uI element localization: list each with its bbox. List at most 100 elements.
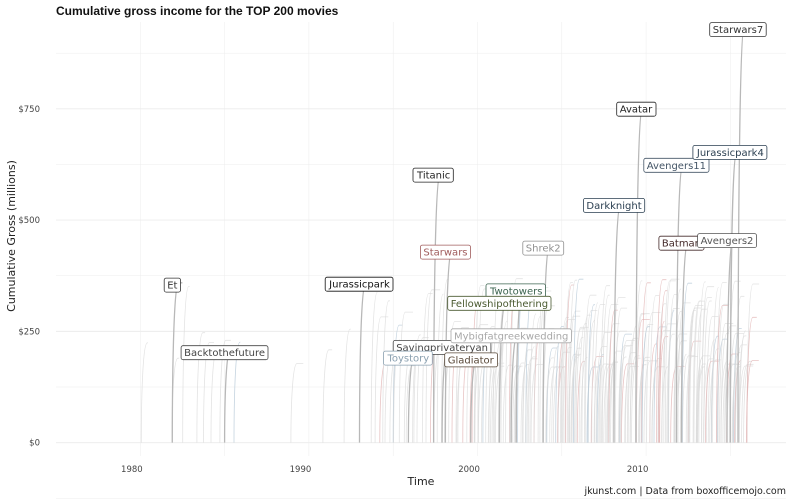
movie-line — [555, 326, 564, 443]
movie-line — [709, 359, 722, 443]
movie-line — [641, 282, 651, 443]
movie-line — [600, 285, 610, 443]
y-axis-title: Cumulative Gross (millions) — [5, 160, 18, 312]
movie-line — [526, 356, 537, 443]
label-box — [643, 157, 710, 173]
movie-line — [584, 294, 597, 443]
movie-line — [560, 317, 569, 443]
movie-line — [717, 303, 730, 443]
y-tick-label: $250 — [18, 327, 40, 337]
label-box — [697, 233, 757, 249]
movie-line — [649, 295, 660, 443]
movie-line — [590, 356, 604, 443]
movie-line — [705, 360, 719, 443]
movie-line — [712, 287, 719, 443]
label-box — [419, 244, 471, 260]
label-text: Twotowers — [489, 286, 542, 297]
y-tick-label: $500 — [18, 216, 40, 226]
movie-line — [639, 356, 650, 443]
label-text: Batman — [662, 239, 701, 250]
label-text: Starwars — [423, 248, 467, 259]
movie-line — [661, 366, 669, 443]
y-axis-ticks: $0 $250 $500 $750 — [18, 105, 40, 449]
y-tick-label: $0 — [29, 439, 40, 449]
movie-line — [290, 363, 304, 443]
label-text: Savingprivateryan — [396, 343, 488, 354]
movie-line — [565, 284, 575, 443]
movie-line — [570, 357, 579, 443]
movie-line — [425, 289, 441, 443]
label-text: Backtothefuture — [184, 348, 265, 359]
movie-line — [560, 320, 568, 443]
movie-line — [641, 326, 651, 443]
movie-line — [722, 363, 738, 443]
series-labels: Et Backtothefuture Jurassicpark Titanic Star… — [163, 22, 768, 368]
label-box — [447, 295, 552, 311]
movie-line — [698, 281, 706, 443]
grid-lines — [56, 22, 786, 499]
movie-line — [322, 349, 333, 443]
movie-line — [658, 320, 665, 443]
movie-line — [382, 300, 390, 443]
label-darkknight: Darkknight — [583, 197, 646, 213]
movie-line — [601, 363, 613, 443]
x-tick-label: 1990 — [290, 465, 312, 475]
movie-line — [653, 326, 667, 443]
movie-line — [422, 293, 433, 443]
movie-line — [739, 330, 746, 443]
y-tick-label: $750 — [18, 105, 40, 115]
movie-line — [697, 366, 705, 443]
movie-line — [716, 305, 729, 443]
label-toystory: Toystory — [383, 350, 433, 366]
movie-line — [643, 360, 658, 443]
movie-line — [693, 300, 701, 443]
movie-line — [374, 316, 389, 443]
movie-line — [343, 328, 351, 443]
label-box — [180, 345, 269, 361]
movie-line — [668, 294, 677, 443]
movie-line — [620, 340, 635, 443]
label-starwars7: Starwars7 — [709, 22, 767, 38]
x-axis-title: Time — [407, 475, 435, 488]
chart-caption: jkunst.com | Data from boxofficemojo.com — [583, 486, 786, 497]
movie-line — [578, 323, 587, 443]
movie-line — [203, 342, 214, 443]
label-shrek2: Shrek2 — [522, 240, 565, 256]
movie-line — [651, 366, 665, 443]
label-text: Mybigfatgreekwedding — [454, 331, 568, 342]
movie-line — [646, 312, 661, 443]
label-box — [383, 350, 433, 366]
movie-line — [219, 339, 231, 443]
label-text: Titanic — [416, 171, 450, 182]
label-text: Shrek2 — [526, 244, 561, 255]
movie-line — [530, 364, 544, 443]
label-box — [450, 328, 572, 344]
x-axis-ticks: 1980 1990 2000 2010 — [121, 465, 648, 475]
label-text: Avatar — [620, 105, 653, 116]
label-text: Avengers11 — [647, 161, 706, 172]
movie-line — [500, 320, 508, 443]
label-box — [412, 167, 454, 183]
label-starwars: Starwars — [419, 244, 471, 260]
label-box — [163, 277, 181, 293]
movie-line — [527, 346, 535, 443]
label-jurassicpark4: Jurassicpark4 — [692, 144, 768, 160]
movie-line — [665, 278, 680, 443]
movie-line — [618, 356, 627, 443]
movie-line — [701, 286, 715, 443]
label-backtothefuture: Backtothefuture — [180, 345, 269, 361]
movie-line — [584, 310, 598, 443]
movie-line — [549, 366, 563, 443]
label-avatar: Avatar — [616, 101, 657, 117]
movie-line — [743, 360, 752, 443]
movie-line — [477, 288, 491, 443]
label-avengers2: Avengers2 — [697, 233, 757, 249]
label-titanic: Titanic — [412, 167, 454, 183]
movie-line — [522, 349, 533, 443]
movie-line — [591, 302, 599, 443]
movie-line — [474, 285, 485, 443]
movie-line — [567, 315, 581, 443]
movie-line — [602, 294, 610, 443]
label-avengers11: Avengers11 — [643, 157, 710, 173]
